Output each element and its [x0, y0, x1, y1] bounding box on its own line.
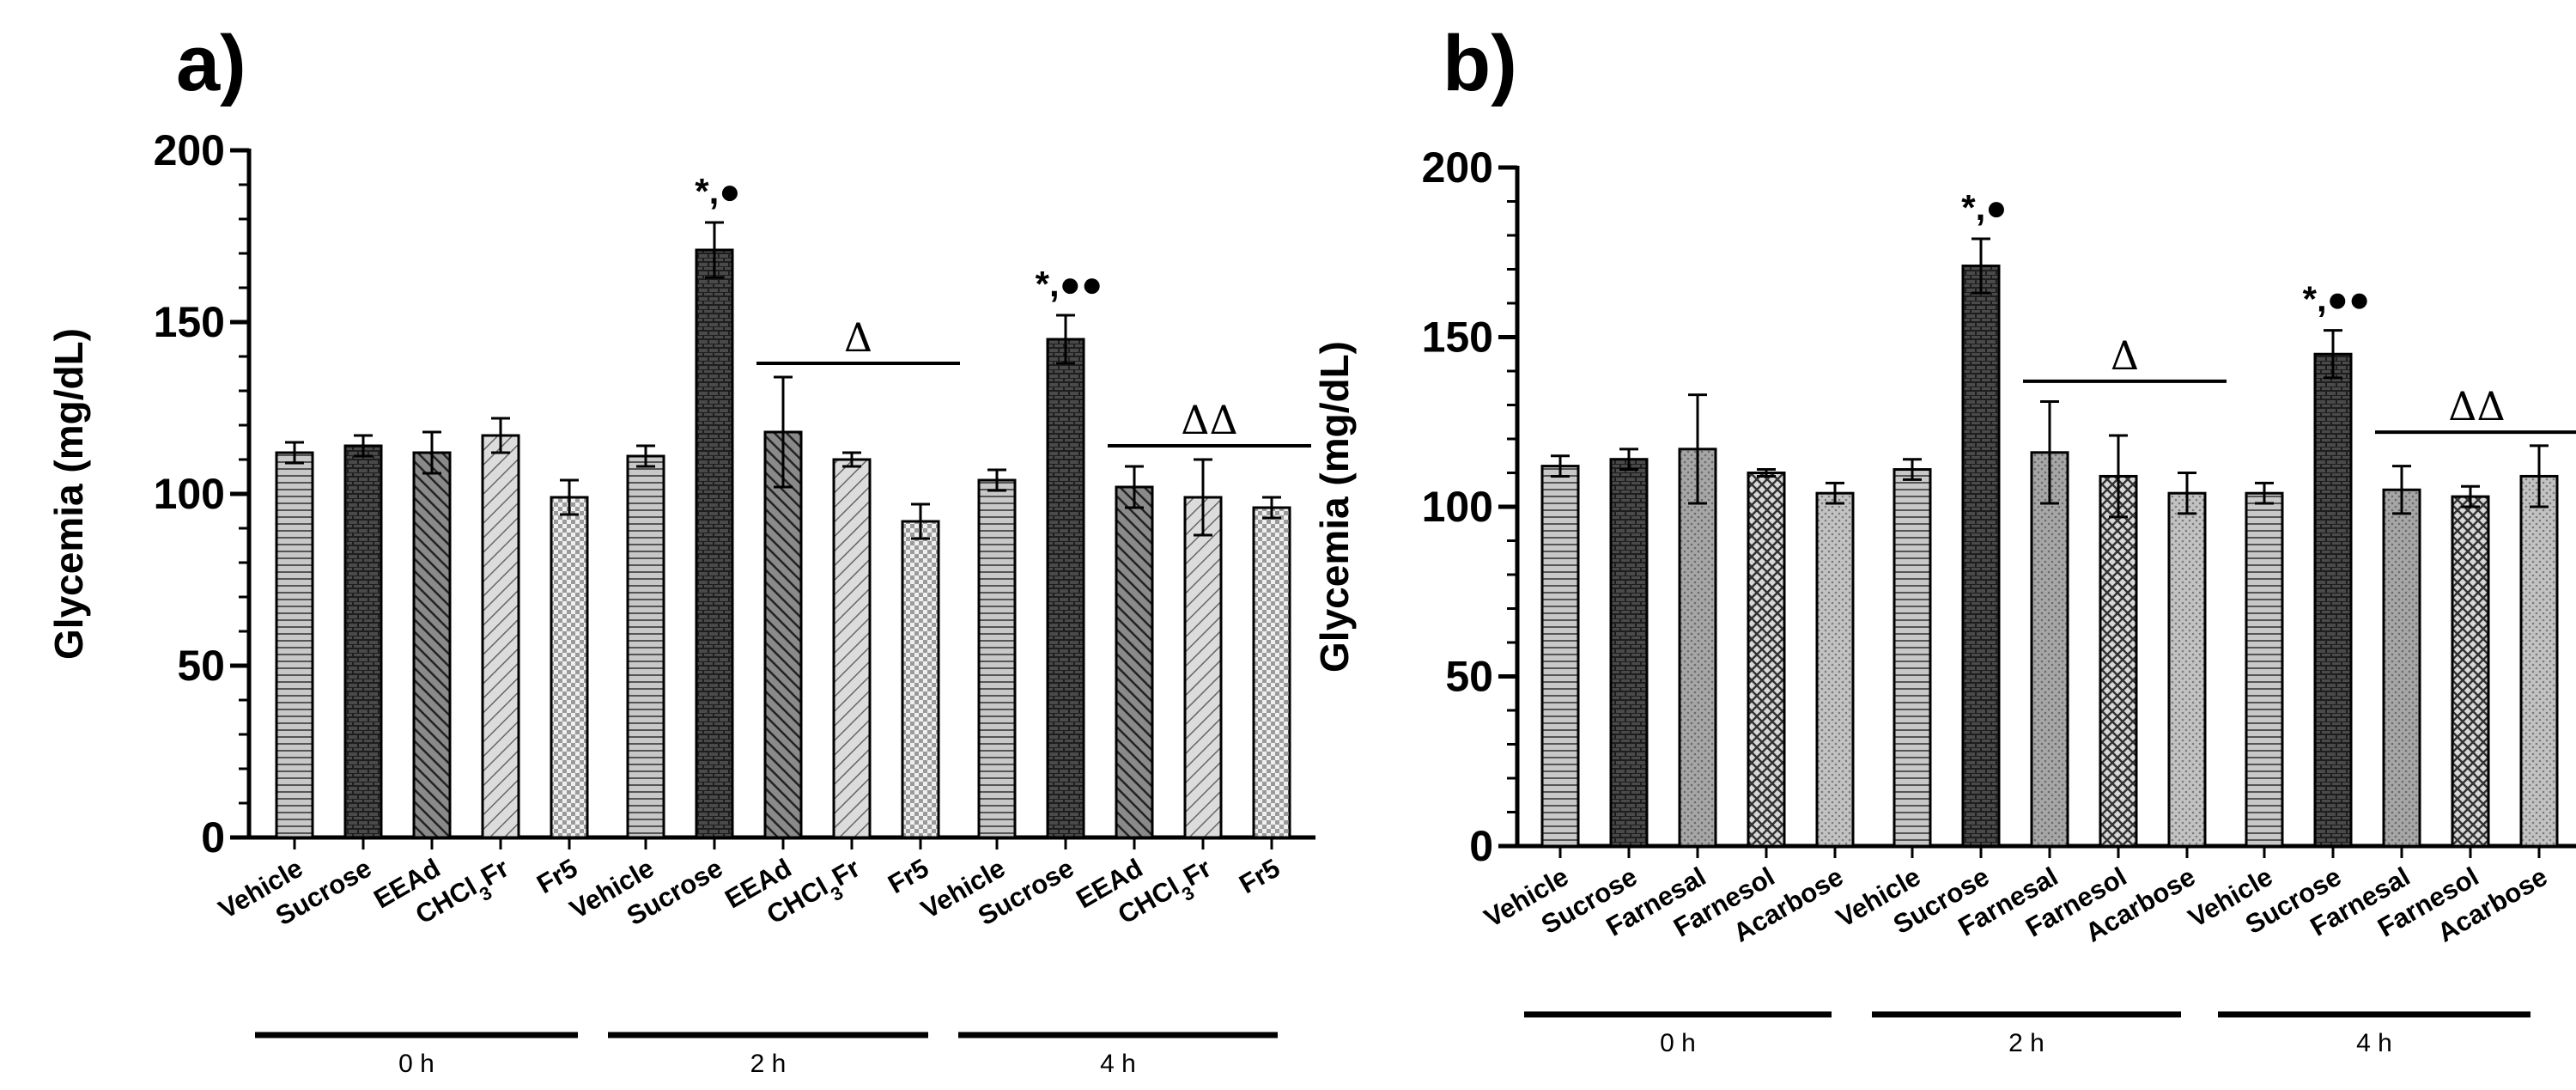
y-tick-label: 200	[1422, 143, 1493, 192]
bracket-delta-mark: Δ	[844, 314, 872, 361]
bar	[1252, 506, 1291, 839]
bar	[550, 496, 589, 839]
y-tick-label: 50	[177, 642, 225, 690]
panel-a: a)Glycemia (mg/dL)050100150200VehicleSuc…	[46, 20, 1315, 1078]
bar	[2519, 474, 2559, 848]
bar	[2099, 474, 2138, 848]
time-group-label: 2 h	[2008, 1029, 2044, 1057]
bar	[2030, 451, 2069, 848]
panel-label: a)	[176, 20, 246, 107]
bar	[832, 458, 872, 839]
time-group-label: 0 h	[1660, 1029, 1696, 1057]
bar	[1540, 465, 1580, 848]
panel-b: b)Glycemia (mg/dL)050100150200VehicleSuc…	[1312, 20, 2576, 1057]
bar	[1609, 458, 1649, 848]
bar	[1046, 338, 1085, 839]
x-category-label: Fr5	[1234, 853, 1285, 899]
significance-mark: *,●	[695, 171, 740, 211]
y-tick-label: 200	[154, 126, 225, 174]
y-axis-title: Glycemia (mg/dL)	[1312, 341, 1357, 673]
bar	[1893, 468, 1932, 848]
panel-label: b)	[1443, 20, 1517, 107]
bar	[275, 451, 314, 839]
bar	[2451, 495, 2490, 848]
bar	[1183, 496, 1223, 839]
bar	[1747, 472, 1786, 848]
y-tick-label: 150	[154, 298, 225, 346]
bar	[695, 248, 734, 839]
y-axis-title: Glycemia (mg/dL)	[46, 328, 91, 660]
bar	[2313, 352, 2353, 848]
bar	[626, 454, 665, 839]
bar	[901, 520, 940, 839]
y-tick-label: 100	[154, 470, 225, 518]
bracket-delta-mark: Δ	[2111, 332, 2139, 379]
bar	[763, 430, 803, 839]
bar	[2382, 488, 2421, 848]
time-group-label: 4 h	[2356, 1029, 2392, 1057]
y-tick-label: 0	[1469, 822, 1493, 870]
bracket-delta-mark: ΔΔ	[1181, 397, 1237, 443]
significance-mark: *,●●	[1036, 264, 1103, 304]
y-tick-label: 0	[201, 813, 225, 862]
bar	[1815, 491, 1855, 848]
y-tick-label: 150	[1422, 314, 1493, 362]
bar	[2167, 491, 2207, 848]
bar	[343, 444, 383, 839]
y-tick-label: 100	[1422, 483, 1493, 531]
bar	[1115, 485, 1154, 839]
significance-mark: *,●●	[2303, 279, 2371, 320]
y-tick-label: 50	[1445, 653, 1493, 701]
bar	[2245, 491, 2284, 848]
bar	[481, 434, 520, 839]
bar	[1678, 448, 1717, 848]
bar	[1961, 265, 2001, 848]
time-group-label: 4 h	[1100, 1050, 1136, 1078]
bar	[977, 478, 1017, 839]
bar	[412, 451, 452, 839]
time-group-label: 2 h	[750, 1050, 787, 1078]
bracket-delta-mark: ΔΔ	[2448, 383, 2505, 429]
significance-mark: *,●	[1961, 187, 2007, 228]
time-group-label: 0 h	[398, 1050, 434, 1078]
